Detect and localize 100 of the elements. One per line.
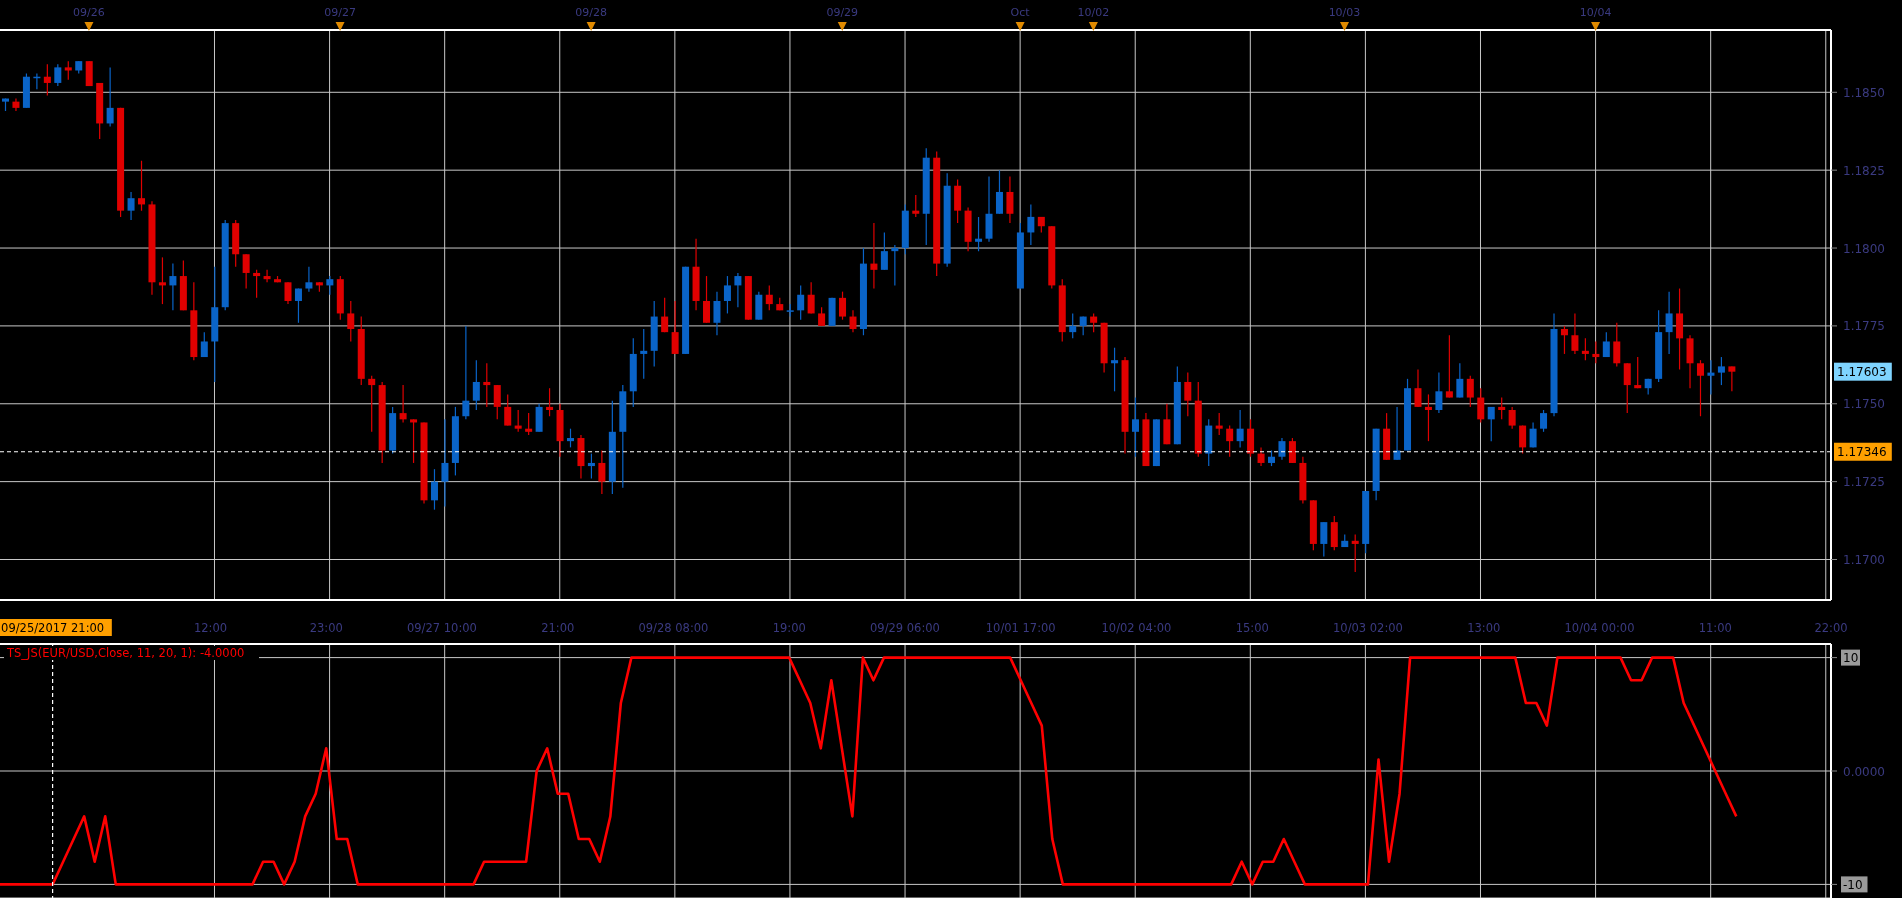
candlestick bbox=[399, 384, 407, 424]
candlestick bbox=[1728, 365, 1736, 392]
candlestick bbox=[326, 275, 334, 296]
candlestick bbox=[975, 216, 983, 252]
candlestick bbox=[430, 468, 438, 511]
candlestick bbox=[284, 281, 292, 305]
candlestick bbox=[1456, 362, 1464, 399]
candlestick bbox=[1540, 409, 1548, 433]
x-tick-label: 09/28 08:00 bbox=[638, 621, 709, 635]
x-tick-label: 21:00 bbox=[541, 621, 575, 635]
candlestick bbox=[514, 409, 522, 433]
y-tick-label: 1.1750 bbox=[1843, 397, 1885, 412]
candlestick bbox=[1707, 359, 1715, 396]
candlestick bbox=[1215, 412, 1223, 436]
candlestick bbox=[158, 256, 166, 305]
candlestick bbox=[703, 275, 711, 324]
candlestick bbox=[200, 331, 208, 358]
candlestick bbox=[1613, 322, 1621, 367]
candlestick bbox=[995, 169, 1003, 215]
candlestick bbox=[253, 269, 261, 299]
x-tick-label: 09/29 bbox=[826, 6, 859, 19]
candlestick bbox=[493, 384, 501, 420]
x-tick-label: 19:00 bbox=[772, 621, 806, 635]
candlestick bbox=[504, 393, 512, 427]
candlestick bbox=[263, 269, 271, 283]
candlestick bbox=[1519, 424, 1527, 455]
x-tick-label: 11:00 bbox=[1698, 621, 1732, 635]
y-tick-label: 10 bbox=[1843, 651, 1859, 666]
candlestick bbox=[1184, 372, 1192, 417]
x-tick-label: Oct bbox=[1010, 6, 1031, 19]
candlestick bbox=[587, 453, 595, 480]
text: TS_JS(EUR/USD,Close, 11, 20, 1): -4.0000 bbox=[7, 646, 245, 660]
x-tick-label: 10/03 bbox=[1328, 6, 1361, 19]
x-tick-label: 23:00 bbox=[309, 621, 343, 635]
x-tick-label: 12:00 bbox=[193, 621, 228, 635]
candlestick bbox=[1487, 406, 1495, 442]
x-tick-label: 09/27 bbox=[324, 6, 356, 19]
y-tick-label: 1.1825 bbox=[1843, 163, 1885, 178]
x-tick-label: 09/29 06:00 bbox=[870, 621, 940, 635]
candlestick bbox=[1466, 375, 1474, 408]
candlestick bbox=[1581, 337, 1589, 361]
candlestick bbox=[1320, 521, 1328, 557]
candlestick bbox=[1477, 387, 1485, 424]
y-tick-label: -10 bbox=[1843, 877, 1863, 892]
candlestick bbox=[661, 297, 669, 333]
candlestick bbox=[472, 359, 480, 411]
candlestick bbox=[1069, 312, 1077, 339]
candlestick bbox=[1111, 347, 1119, 392]
candlestick bbox=[64, 60, 72, 81]
candlestick bbox=[1131, 396, 1139, 458]
candlestick bbox=[1393, 406, 1401, 461]
candlestick bbox=[347, 300, 355, 343]
candlestick bbox=[1006, 175, 1014, 224]
x-tick-label: 09/26 bbox=[73, 6, 105, 19]
candlestick bbox=[1592, 340, 1600, 364]
x-tick-label: 15:00 bbox=[1235, 621, 1269, 635]
candlestick bbox=[598, 449, 606, 495]
candlestick bbox=[1529, 421, 1537, 448]
candlestick bbox=[807, 281, 815, 315]
candlestick bbox=[294, 287, 302, 324]
candlestick bbox=[138, 160, 146, 212]
candlestick bbox=[54, 63, 62, 87]
x-tick-label: 10/03 02:00 bbox=[1333, 621, 1403, 635]
x-tick-label: 10/04 00:00 bbox=[1564, 621, 1635, 635]
candlestick bbox=[43, 63, 51, 97]
candlestick bbox=[671, 300, 679, 355]
candlestick bbox=[849, 309, 857, 333]
candlestick bbox=[1717, 356, 1725, 386]
candlestick bbox=[1696, 359, 1704, 417]
candlestick bbox=[483, 362, 491, 408]
text: 1.17603 bbox=[1837, 365, 1887, 380]
candlestick bbox=[1226, 424, 1234, 458]
x-tick-label: 10/02 04:00 bbox=[1101, 621, 1172, 635]
candlestick bbox=[410, 418, 418, 464]
x-tick-label: 10/04 bbox=[1579, 6, 1612, 19]
candlestick bbox=[242, 253, 250, 290]
candlestick bbox=[640, 328, 648, 380]
y-tick-label: 1.1775 bbox=[1843, 319, 1885, 334]
candlestick bbox=[1435, 372, 1443, 414]
candlestick bbox=[525, 412, 533, 436]
candlestick bbox=[713, 291, 721, 336]
candlestick bbox=[1236, 409, 1244, 448]
candlestick bbox=[723, 275, 731, 315]
candlestick bbox=[1508, 406, 1516, 430]
candlestick bbox=[169, 263, 177, 311]
candlestick bbox=[441, 418, 449, 508]
x-tick-label: 09/27 10:00 bbox=[406, 621, 477, 635]
candlestick bbox=[1090, 312, 1098, 333]
candlestick bbox=[305, 266, 313, 293]
x-tick-label: 10/02 bbox=[1077, 6, 1110, 19]
candlestick bbox=[797, 284, 805, 321]
y-tick-label: 1.1800 bbox=[1843, 241, 1885, 256]
y-tick-label: 0.0000 bbox=[1843, 764, 1885, 779]
y-tick-label: 1.1725 bbox=[1843, 475, 1885, 490]
candlestick bbox=[1623, 362, 1631, 414]
candlestick bbox=[1665, 291, 1673, 355]
candlestick bbox=[1560, 325, 1568, 355]
candlestick bbox=[546, 387, 554, 417]
ref-line-label: 1.17346 bbox=[1837, 445, 1887, 460]
candlestick bbox=[912, 194, 920, 218]
